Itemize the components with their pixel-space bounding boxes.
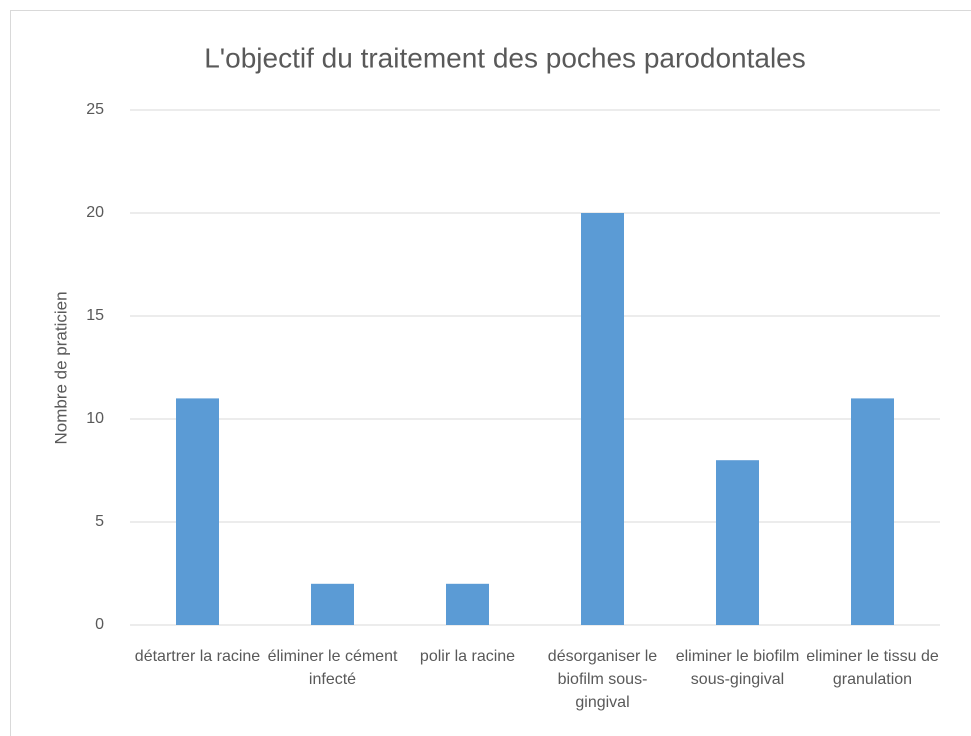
y-tick-label: 10 [86,410,104,427]
chart-title: L'objectif du traitement des poches paro… [204,42,806,73]
y-tick-label: 15 [86,307,104,324]
chart-border [10,10,971,736]
bar [176,398,219,625]
y-tick-label: 5 [95,513,104,530]
bar [851,398,894,625]
bar [581,213,624,625]
bar [446,583,489,625]
y-tick-label: 20 [86,204,104,221]
x-tick-label: eliminer le biofilm sous-gingival [675,648,800,688]
x-tick-label: détartrer la racine [134,648,261,665]
bar [716,460,759,625]
bar [311,583,354,625]
x-tick-label: eliminer le tissu de granulation [806,648,939,688]
x-tick-label: polir la racine [419,648,516,665]
y-axis-label: Nombre de praticien [51,291,70,444]
y-tick-label: 25 [86,101,104,118]
x-tick-label: éliminer le cément infecté [267,648,398,688]
y-tick-label: 0 [95,616,104,633]
x-tick-label: désorganiser le biofilm sous-gingival [547,648,658,711]
